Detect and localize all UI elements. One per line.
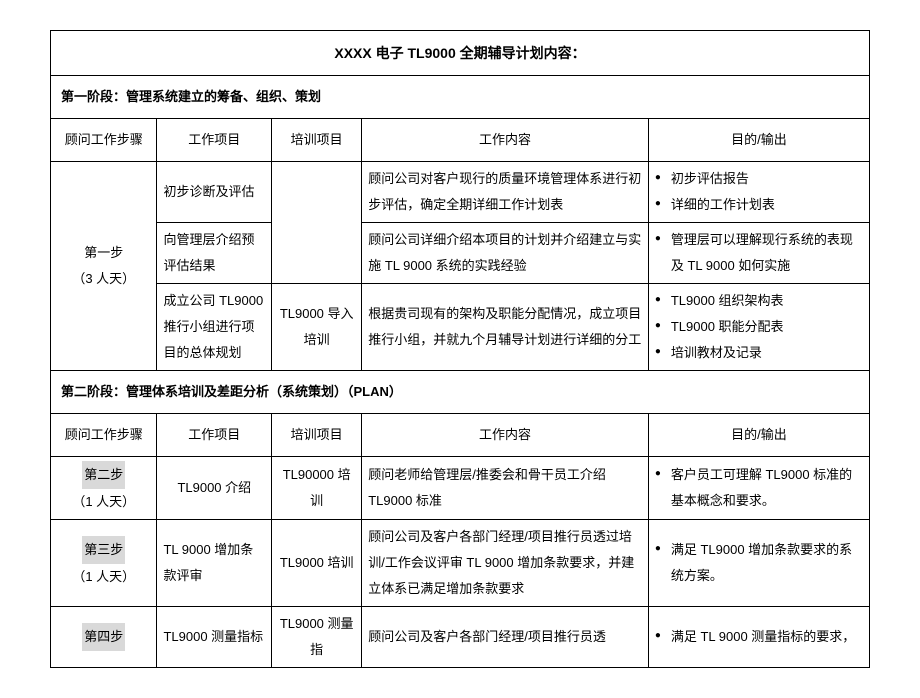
step1-r3-output: TL9000 组织架构表 TL9000 职能分配表 培训教材及记录: [648, 284, 869, 371]
step1-r1-out2: 详细的工作计划表: [655, 192, 863, 218]
header-row-1: 顾问工作步骤 工作项目 培训项目 工作内容 目的/输出: [51, 119, 870, 162]
header-row-2: 顾问工作步骤 工作项目 培训项目 工作内容 目的/输出: [51, 414, 870, 457]
step1-r1-project: 初步诊断及评估: [157, 162, 272, 223]
step2-label: 第二步: [82, 461, 125, 489]
step1-row2: 向管理层介绍预评估结果 顾问公司详细介绍本项目的计划并介绍建立与实施 TL 90…: [51, 223, 870, 284]
step1-r3-project: 成立公司 TL9000 推行小组进行项目的总体规划: [157, 284, 272, 371]
step3-out1: 满足 TL9000 增加条款要求的系统方案。: [655, 537, 863, 589]
header-training: 培训项目: [272, 119, 362, 162]
step1-r1-output: 初步评估报告 详细的工作计划表: [648, 162, 869, 223]
step1-days: （3 人天）: [57, 266, 150, 292]
header-content: 工作内容: [362, 119, 649, 162]
step3-cell: 第三步 （1 人天）: [51, 520, 157, 607]
phase2-label: 第二阶段：管理体系培训及差距分析（系统策划）（PLAN）: [51, 371, 870, 414]
step3-content: 顾问公司及客户各部门经理/项目推行员透过培训/工作会议评审 TL 9000 增加…: [362, 520, 649, 607]
step2-project: TL9000 介绍: [157, 457, 272, 520]
header-project: 工作项目: [157, 119, 272, 162]
header2-content: 工作内容: [362, 414, 649, 457]
phase1-label: 第一阶段：管理系统建立的筹备、组织、策划: [51, 76, 870, 119]
step3-label: 第三步: [82, 536, 125, 564]
step3-output: 满足 TL9000 增加条款要求的系统方案。: [648, 520, 869, 607]
step1-r3-out2: TL9000 职能分配表: [655, 314, 863, 340]
step2-cell: 第二步 （1 人天）: [51, 457, 157, 520]
step1-label: 第一步: [57, 240, 150, 266]
step4-content: 顾问公司及客户各部门经理/项目推行员透: [362, 607, 649, 668]
plan-table: XXXX 电子 TL9000 全期辅导计划内容： 第一阶段：管理系统建立的筹备、…: [50, 30, 870, 668]
step1-row1: 第一步 （3 人天） 初步诊断及评估 顾问公司对客户现行的质量环境管理体系进行初…: [51, 162, 870, 223]
step3-training: TL9000 培训: [272, 520, 362, 607]
header-step: 顾问工作步骤: [51, 119, 157, 162]
step4-project: TL9000 测量指标: [157, 607, 272, 668]
step1-cell: 第一步 （3 人天）: [51, 162, 157, 371]
step1-r3-training: TL9000 导入培训: [272, 284, 362, 371]
document-title: XXXX 电子 TL9000 全期辅导计划内容：: [51, 31, 870, 76]
step2-out1: 客户员工可理解 TL9000 标准的基本概念和要求。: [655, 462, 863, 514]
step1-r2-content: 顾问公司详细介绍本项目的计划并介绍建立与实施 TL 9000 系统的实践经验: [362, 223, 649, 284]
step2-training: TL90000 培训: [272, 457, 362, 520]
step1-r3-content: 根据贵司现有的架构及职能分配情况，成立项目推行小组，并就九个月辅导计划进行详细的…: [362, 284, 649, 371]
step4-cell: 第四步: [51, 607, 157, 668]
step1-row3: 成立公司 TL9000 推行小组进行项目的总体规划 TL9000 导入培训 根据…: [51, 284, 870, 371]
header2-step: 顾问工作步骤: [51, 414, 157, 457]
step1-r2-output: 管理层可以理解现行系统的表现及 TL 9000 如何实施: [648, 223, 869, 284]
step4-out1: 满足 TL 9000 测量指标的要求，: [655, 624, 863, 650]
header2-project: 工作项目: [157, 414, 272, 457]
step1-r12-training: [272, 162, 362, 284]
step1-r3-out3: 培训教材及记录: [655, 340, 863, 366]
phase2-row: 第二阶段：管理体系培训及差距分析（系统策划）（PLAN）: [51, 371, 870, 414]
step2-output: 客户员工可理解 TL9000 标准的基本概念和要求。: [648, 457, 869, 520]
step4-training: TL9000 测量指: [272, 607, 362, 668]
header2-output: 目的/输出: [648, 414, 869, 457]
step1-r2-project: 向管理层介绍预评估结果: [157, 223, 272, 284]
step4-label: 第四步: [82, 623, 125, 651]
step3-days: （1 人天）: [57, 564, 150, 590]
step2-row: 第二步 （1 人天） TL9000 介绍 TL90000 培训 顾问老师给管理层…: [51, 457, 870, 520]
title-row: XXXX 电子 TL9000 全期辅导计划内容：: [51, 31, 870, 76]
step4-row: 第四步 TL9000 测量指标 TL9000 测量指 顾问公司及客户各部门经理/…: [51, 607, 870, 668]
step3-project: TL 9000 增加条款评审: [157, 520, 272, 607]
step2-days: （1 人天）: [57, 489, 150, 515]
step1-r3-out1: TL9000 组织架构表: [655, 288, 863, 314]
step1-r1-out1: 初步评估报告: [655, 166, 863, 192]
phase1-row: 第一阶段：管理系统建立的筹备、组织、策划: [51, 76, 870, 119]
step1-r2-out1: 管理层可以理解现行系统的表现及 TL 9000 如何实施: [655, 227, 863, 279]
header2-training: 培训项目: [272, 414, 362, 457]
step3-row: 第三步 （1 人天） TL 9000 增加条款评审 TL9000 培训 顾问公司…: [51, 520, 870, 607]
step4-output: 满足 TL 9000 测量指标的要求，: [648, 607, 869, 668]
step1-r1-content: 顾问公司对客户现行的质量环境管理体系进行初步评估，确定全期详细工作计划表: [362, 162, 649, 223]
header-output: 目的/输出: [648, 119, 869, 162]
step2-content: 顾问老师给管理层/推委会和骨干员工介绍 TL9000 标准: [362, 457, 649, 520]
